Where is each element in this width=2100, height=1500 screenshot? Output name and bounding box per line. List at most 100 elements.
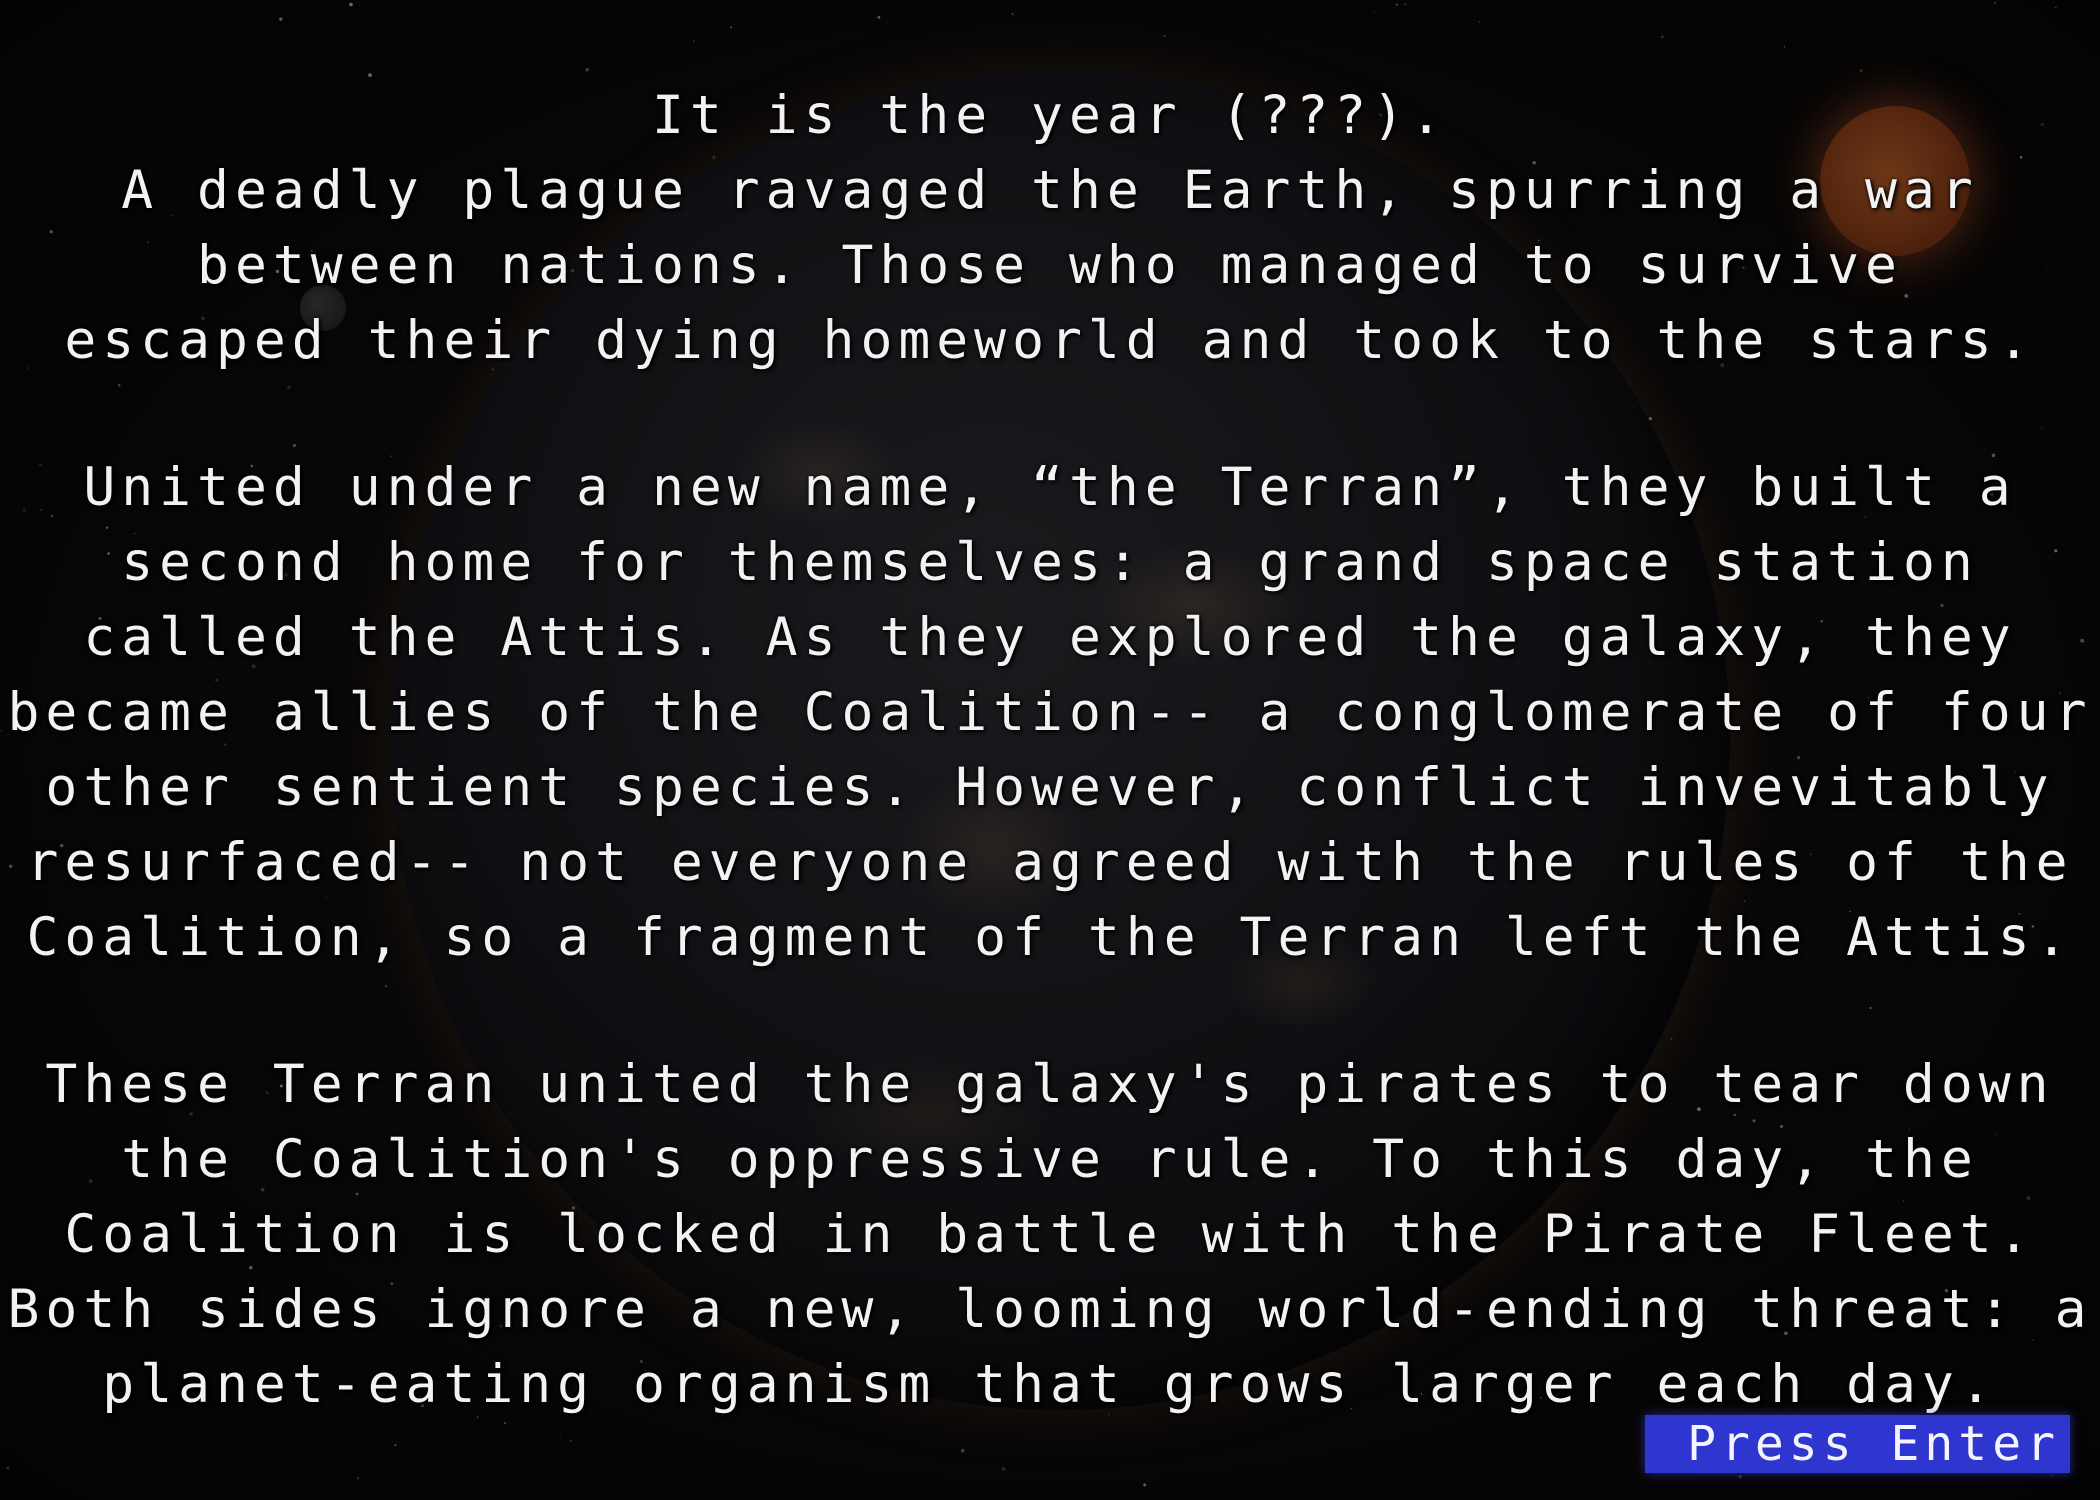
star [1752,1119,1756,1123]
star [6,1466,10,1470]
star [1659,204,1662,206]
star [2004,486,2008,489]
star [306,870,310,874]
star [1869,1006,1872,1010]
star [385,985,388,988]
paragraph-spacer [0,975,2100,1047]
star [223,743,227,746]
star [571,1206,576,1210]
star [148,331,151,334]
paragraph-spacer [0,378,2100,450]
star [1532,161,1536,165]
star [1404,3,1407,6]
star [1670,1037,1673,1040]
star [1697,1107,1701,1112]
sun-icon [1820,106,1970,256]
star [106,526,109,529]
story-paragraph-2: United under a new name, “the Terran”, t… [0,450,2100,975]
star [712,155,716,159]
star [2032,1339,2035,1342]
star [1496,1307,1499,1310]
star [357,1153,361,1157]
star [1163,35,1166,38]
star [49,230,53,234]
star [50,514,54,518]
story-line: resurfaced-- not everyone agreed with th… [26,832,2074,893]
star [117,383,121,387]
star [1867,696,1870,699]
story-line: between nations. Those who managed to su… [197,235,1903,296]
star [1379,113,1382,117]
star [1902,1200,1905,1202]
star [1661,35,1664,39]
star [1944,1288,1949,1293]
star [2019,156,2023,159]
star [170,214,173,217]
star [1001,1467,1006,1471]
story-line: Coalition is locked in battle with the P… [64,1204,2036,1265]
star [1538,239,1540,242]
star [88,1179,93,1184]
story-text: It is the year (???). A deadly plague ra… [0,78,2100,1422]
star [107,552,110,555]
star [577,1393,581,1397]
planet-icon [390,70,1730,1410]
star [1991,453,1996,458]
star [235,491,238,493]
star [2026,1196,2031,1200]
star [2080,638,2085,643]
story-line: Both sides ignore a new, looming world-e… [7,1279,2093,1340]
story-line: the Coalition's oppressive rule. To this… [121,1129,1979,1190]
star [420,1404,424,1408]
moon-icon [300,285,346,331]
star [1143,1483,1147,1487]
star [161,1320,163,1323]
star [1720,363,1725,368]
star [693,40,695,42]
star [27,367,29,369]
star [585,68,589,72]
star [1876,851,1879,854]
star [325,896,328,899]
star [1420,1393,1423,1395]
star [1908,1129,1911,1131]
star [559,1434,561,1436]
star [9,864,13,868]
star [247,283,251,287]
star [310,250,313,253]
star [1994,1133,1997,1135]
star [1108,1413,1110,1416]
star [1993,1,1997,4]
star [1733,1113,1737,1117]
star [279,1084,283,1088]
star [201,316,205,321]
star [147,241,149,243]
star [133,532,136,535]
star [504,1422,506,1425]
star [284,334,287,338]
star [265,1090,269,1095]
star [2054,549,2058,553]
star [38,463,42,467]
story-line: other sentient species. However, conflic… [45,757,2055,818]
star [1930,927,1935,931]
star [292,444,296,447]
star [0,729,2,733]
star [394,1444,397,1447]
star [98,616,102,620]
star [251,664,256,669]
star [283,573,288,577]
press-enter-button[interactable]: Press Enter [1645,1415,2070,1473]
star [1011,13,1014,15]
star [1648,417,1652,421]
star [356,1477,360,1480]
star [215,678,219,682]
story-line: second home for themselves: a grand spac… [121,532,1979,593]
story-line: called the Attis. As they explored the g… [83,607,2017,668]
star [1478,21,1481,23]
star [22,508,26,512]
star [1849,910,1851,913]
star [1350,1407,1352,1410]
star [1809,853,1812,856]
